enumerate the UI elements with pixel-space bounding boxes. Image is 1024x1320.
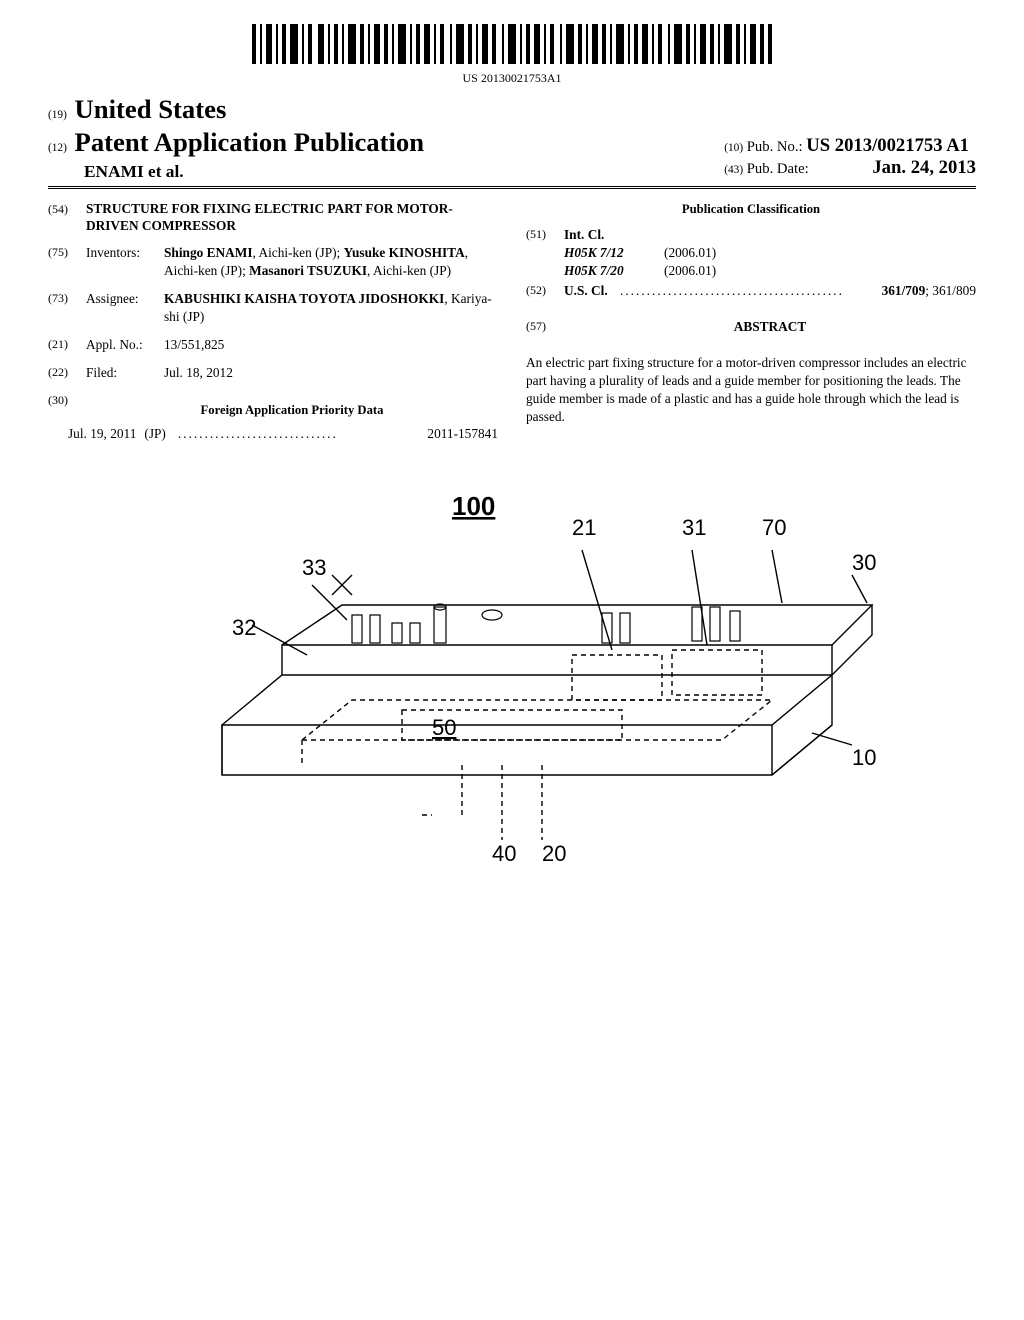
country-line: (19) United States (48, 94, 976, 125)
intcl1-year: (2006.01) (664, 244, 764, 262)
left-column: (54) STRUCTURE FOR FIXING ELECTRIC PART … (48, 201, 498, 443)
pub-right: (10) Pub. No.: US 2013/0021753 A1 (43) P… (724, 135, 976, 179)
inventors-label: Inventors: (86, 244, 164, 280)
intcl-num: (51) (526, 226, 564, 244)
fig-label-30: 30 (852, 550, 876, 575)
barcode-svg (252, 24, 772, 64)
uscl-num: (52) (526, 282, 564, 300)
priority-header: Foreign Application Priority Data (86, 402, 498, 419)
fig-ref-100: 100 (452, 491, 495, 521)
applno-label: Appl. No.: (86, 336, 164, 354)
inv3-bold: Masanori TSUZUKI (249, 263, 367, 278)
fig-label-40: 40 (492, 841, 516, 866)
pubno-label: Pub. No.: (747, 139, 803, 155)
barcode-block: US 20130021753A1 (48, 24, 976, 86)
barcode-number-text: US 20130021753A1 (48, 71, 976, 86)
priority-num: (30) (48, 392, 86, 425)
filed-num: (22) (48, 364, 86, 382)
pubdate-label: Pub. Date: (747, 161, 809, 177)
fig-label-31: 31 (682, 515, 706, 540)
priority-dots: .............................. (174, 425, 428, 443)
pubno: US 2013/0021753 A1 (806, 135, 969, 156)
priority-date: Jul. 19, 2011 (68, 425, 136, 443)
uscl-dots: ........................................… (620, 282, 882, 300)
rule-thin (48, 188, 976, 189)
inventors-body: Shingo ENAMI, Aichi-ken (JP); Yusuke KIN… (164, 244, 498, 280)
patent-title: STRUCTURE FOR FIXING ELECTRIC PART FOR M… (86, 201, 498, 234)
inv2-bold: Yusuke KINOSHITA (344, 245, 465, 260)
applno-num: (21) (48, 336, 86, 354)
country-name: United States (75, 94, 227, 124)
inv3-plain: , Aichi-ken (JP) (367, 263, 451, 278)
pub-prefix: (12) (48, 142, 67, 154)
filed-label: Filed: (86, 364, 164, 382)
country-prefix: (19) (48, 109, 67, 121)
uscl-codes: 361/709; 361/809 (882, 282, 976, 300)
uscl-codes-bold: 361/709 (882, 283, 926, 298)
fig-label-33: 33 (302, 555, 326, 580)
pub-authors: ENAMI et al. (84, 162, 424, 182)
abstract-num: (57) (526, 318, 564, 336)
assignee-label: Assignee: (86, 290, 164, 326)
pubno-prefix: (10) (724, 142, 743, 154)
patent-figure: 100 32 33 21 31 70 30 10 50 40 20 (48, 475, 976, 880)
applno-value: 13/551,825 (164, 336, 224, 354)
figure-svg: 100 32 33 21 31 70 30 10 50 40 20 (132, 475, 892, 875)
uscl-codes-plain: ; 361/809 (925, 283, 976, 298)
fig-label-50: 50 (432, 715, 456, 740)
inv1-bold: Shingo ENAMI (164, 245, 253, 260)
intcl2-year: (2006.01) (664, 262, 764, 280)
priority-cc: (JP) (136, 425, 173, 443)
title-num: (54) (48, 201, 86, 234)
fig-label-10: 10 (852, 745, 876, 770)
inventors-num: (75) (48, 244, 86, 280)
assignee-body: KABUSHIKI KAISHA TOYOTA JIDOSHOKKI, Kari… (164, 290, 498, 326)
priority-app: 2011-157841 (427, 425, 498, 443)
priority-row: Jul. 19, 2011 (JP) .....................… (48, 425, 498, 443)
fig-label-32: 32 (232, 615, 256, 640)
classification-header: Publication Classification (526, 201, 976, 218)
assignee-num: (73) (48, 290, 86, 326)
right-column: Publication Classification (51) Int. Cl.… (526, 201, 976, 443)
inv1-plain: , Aichi-ken (JP); (253, 245, 344, 260)
intcl-label: Int. Cl. (564, 226, 612, 244)
rule-thick (48, 186, 976, 187)
abstract-heading: ABSTRACT (564, 318, 976, 336)
pubdate-prefix: (43) (724, 164, 743, 176)
pubdate: Jan. 24, 2013 (872, 157, 976, 178)
pub-type: Patent Application Publication (75, 127, 425, 157)
fig-label-21: 21 (572, 515, 596, 540)
pub-left: (12) Patent Application Publication ENAM… (48, 127, 424, 182)
filed-value: Jul. 18, 2012 (164, 364, 233, 382)
fig-label-70: 70 (762, 515, 786, 540)
assignee-bold: KABUSHIKI KAISHA TOYOTA JIDOSHOKKI (164, 291, 444, 306)
intcl2-code: H05K 7/20 (564, 262, 664, 280)
abstract-text: An electric part fixing structure for a … (526, 354, 976, 426)
fig-label-20: 20 (542, 841, 566, 866)
intcl1-code: H05K 7/12 (564, 244, 664, 262)
uscl-label: U.S. Cl. (564, 282, 620, 300)
